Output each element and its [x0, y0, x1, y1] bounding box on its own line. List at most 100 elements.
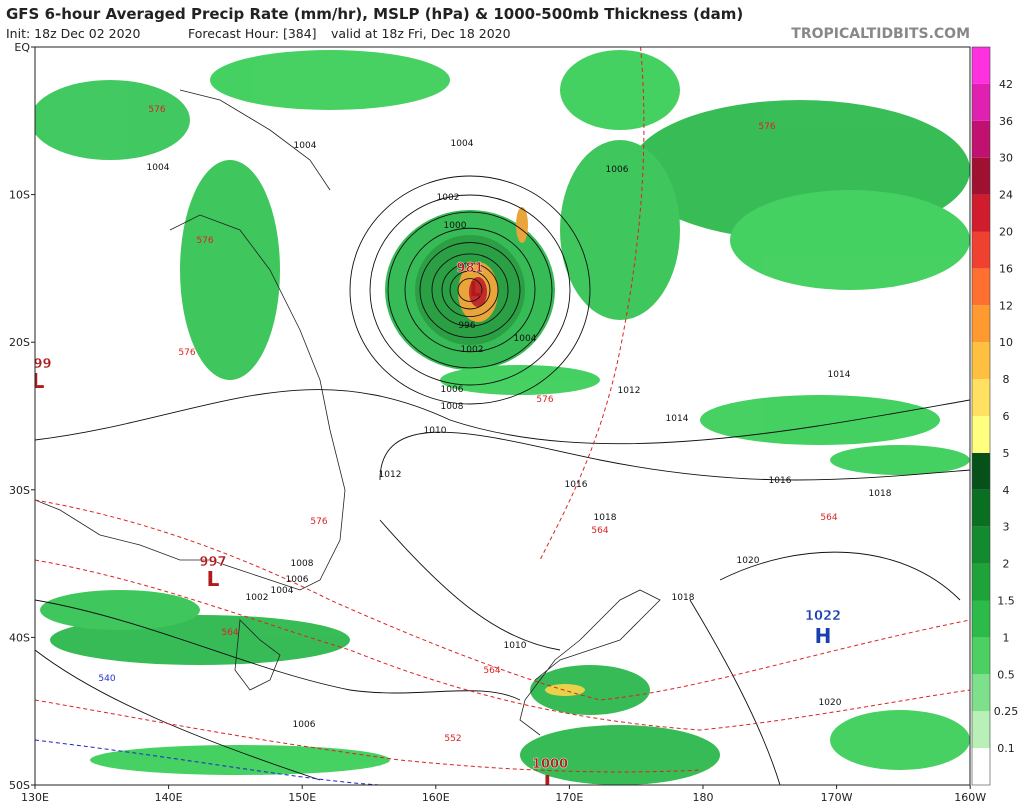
colorbar-segment	[972, 674, 990, 712]
lon-label: 170E	[555, 791, 583, 804]
colorbar-label: 42	[999, 78, 1013, 91]
isobar-label: 1014	[828, 370, 851, 380]
isobar	[404, 227, 536, 353]
thickness-label: 576	[148, 105, 165, 115]
isobar-label: 1020	[819, 698, 842, 708]
isobar-label: 1002	[437, 193, 460, 203]
precip-area	[730, 190, 970, 290]
colorbar-segment	[972, 416, 990, 453]
credit: TROPICALTIDBITS.COM	[791, 26, 970, 42]
lon-label: 150E	[288, 791, 316, 804]
center-value: 999	[24, 357, 51, 372]
colorbar-segment	[972, 526, 990, 564]
lat-label: EQ	[14, 41, 30, 54]
isobar	[689, 599, 781, 785]
center-value: 1000	[532, 757, 568, 772]
colorbar-segment	[972, 231, 990, 269]
lat-label: 30S	[9, 484, 30, 497]
isobar	[419, 242, 521, 338]
isobar-label: 1016	[769, 476, 792, 486]
thickness-contours	[35, 47, 970, 785]
isobar	[35, 599, 521, 701]
precip-area	[210, 50, 450, 110]
isobar-label: 1004	[147, 163, 170, 173]
isobar-label: 1006	[286, 575, 309, 585]
isobar	[441, 262, 499, 318]
thickness-label: 552	[444, 734, 461, 744]
colorbar-label: 4	[1003, 484, 1010, 497]
thickness-label: 576	[196, 236, 213, 246]
center-value: 1022	[805, 609, 841, 624]
thickness-label: 576	[758, 122, 775, 132]
map-area: 981L999L997L1000L1022H100410041004100610…	[24, 47, 970, 795]
precip-area	[560, 140, 680, 320]
thickness-label: 576	[310, 517, 327, 527]
isobar-label: 1018	[672, 593, 695, 603]
colorbar-segment	[972, 489, 990, 527]
valid-time: valid at 18z Fri, Dec 18 2020	[331, 26, 511, 41]
thickness-label: 564	[820, 513, 837, 523]
center-symbol: L	[32, 369, 45, 393]
colorbar-label: 24	[999, 189, 1013, 202]
colorbar-label: 12	[999, 299, 1013, 312]
colorbar-segment	[972, 563, 990, 601]
isobars	[35, 175, 970, 785]
isobar	[35, 649, 321, 781]
colorbar-segment	[972, 637, 990, 675]
colorbar-segment	[972, 83, 990, 121]
isobar-label: 996	[458, 321, 475, 331]
isobar-label: 1006	[441, 385, 464, 395]
colorbar-segment	[972, 157, 990, 195]
isobar-label: 1004	[451, 139, 474, 149]
colorbar-segment	[972, 342, 990, 380]
precip-area	[700, 395, 940, 445]
isobar	[369, 194, 571, 386]
precip-area	[40, 590, 200, 630]
colorbar-label: 2	[1003, 558, 1010, 571]
colorbar-label: 20	[999, 226, 1013, 239]
thickness-label: 576	[536, 395, 553, 405]
isobar	[449, 270, 491, 310]
isobar-label: 1010	[504, 641, 527, 651]
isobar-label: 1008	[291, 559, 314, 569]
colorbar-label: 0.1	[997, 742, 1015, 755]
map-frame	[34, 46, 971, 786]
lon-label: 180	[693, 791, 714, 804]
isobar-label: 1016	[565, 480, 588, 490]
colorbar-segment	[972, 305, 990, 343]
colorbar-segment	[972, 452, 990, 490]
colorbar-frame	[971, 46, 991, 786]
lat-label: 40S	[9, 631, 30, 644]
isobar-label: 1004	[271, 586, 294, 596]
precip-area	[440, 365, 600, 395]
isobar-label: 1004	[294, 141, 317, 151]
lon-label: 160E	[422, 791, 450, 804]
colorbar-segment	[972, 600, 990, 638]
colorbar-label: 0.25	[994, 705, 1019, 718]
isobar	[35, 389, 970, 445]
isobar-label: 1006	[293, 720, 316, 730]
colorbar-label: 8	[1003, 373, 1010, 386]
isobar-label: 1012	[618, 386, 641, 396]
colorbar-segment	[972, 47, 990, 84]
isobar-label: 1020	[737, 556, 760, 566]
thickness-label: 576	[178, 348, 195, 358]
forecast-hour: Forecast Hour: [384]	[188, 26, 317, 41]
precip-area	[830, 710, 970, 770]
colorbar-label: 6	[1003, 410, 1010, 423]
center-value: 997	[199, 555, 226, 570]
lat-label: 50S	[9, 779, 30, 792]
isobar	[457, 278, 483, 302]
center-symbol: L	[544, 771, 557, 795]
lon-label: 160W	[954, 791, 986, 804]
colorbar-segment	[972, 194, 990, 232]
isobar	[431, 253, 509, 327]
lon-label: 130E	[21, 791, 49, 804]
center-symbol: L	[470, 277, 483, 301]
title: GFS 6-hour Averaged Precip Rate (mm/hr),…	[6, 5, 743, 23]
colorbar-label: 0.5	[997, 668, 1015, 681]
colorbar-label: 1	[1003, 631, 1010, 644]
lon-label: 140E	[155, 791, 183, 804]
colorbar: 0.1 0.25 0.5 1 1.5 2 3 4 5 6 8 10 12 16 20 24 30 36 42	[971, 46, 1019, 786]
